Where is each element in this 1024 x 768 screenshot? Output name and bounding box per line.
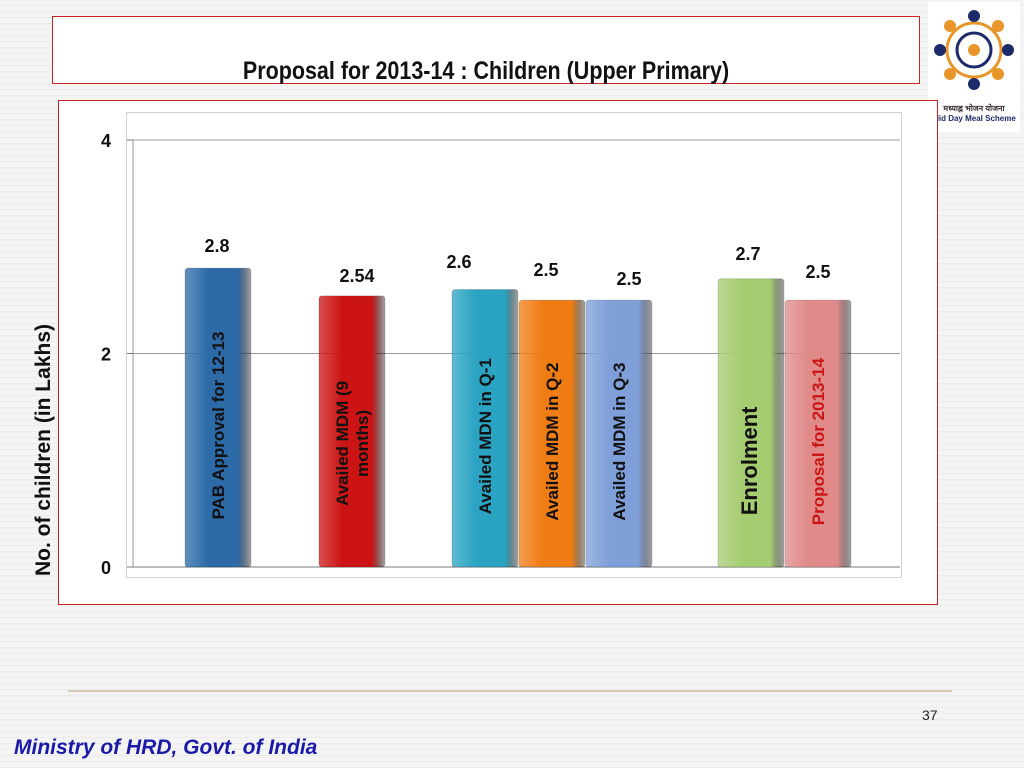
data-label-3: 2.5 <box>533 260 558 280</box>
mdm-logo: मध्याह्न भोजन योजना Mid Day Meal Scheme <box>928 2 1020 132</box>
y-tick-label: 0 <box>101 558 111 578</box>
category-label-2: Availed MDN in Q-1 <box>476 358 495 514</box>
category-label-5: Enrolment <box>737 406 762 515</box>
bar-1 <box>318 295 386 568</box>
y-tick-label: 4 <box>101 131 111 151</box>
bars <box>184 267 852 568</box>
category-label-4: Availed MDM in Q-3 <box>610 363 629 521</box>
footer-text: Ministry of HRD, Govt. of India <box>14 736 318 759</box>
data-label-4: 2.5 <box>616 269 641 289</box>
data-label-6: 2.5 <box>805 262 830 282</box>
logo-caption-english: Mid Day Meal Scheme <box>932 114 1016 123</box>
category-label-3: Availed MDM in Q-2 <box>543 363 562 521</box>
category-label-0: PAB Approval for 12-13 <box>209 332 228 520</box>
title-box: Proposal for 2013-14 : Children (Upper P… <box>52 16 920 85</box>
slide-title: Proposal for 2013-14 : Children (Upper P… <box>242 57 730 85</box>
y-tick-label: 2 <box>101 345 111 365</box>
y-axis-label: No. of children (in Lakhs) <box>32 324 55 577</box>
bar-3 <box>518 299 586 568</box>
svg-text:months): months) <box>353 410 372 477</box>
y-axis-ticks: 0 2 4 <box>101 131 133 578</box>
data-label-0: 2.8 <box>204 236 229 256</box>
footer-divider <box>68 690 952 692</box>
bar-4 <box>585 299 653 568</box>
logo-caption-hindi: मध्याह्न भोजन योजना <box>943 104 1005 113</box>
category-label-6: Proposal for 2013-14 <box>809 357 828 525</box>
data-labels: 2.8 PAB Approval for 12-13 2.54 Availed MDM… <box>204 236 830 525</box>
bar-0 <box>184 267 252 568</box>
data-label-2: 2.6 <box>446 252 471 272</box>
bar-6 <box>784 299 852 568</box>
svg-text:Availed MDM (9: Availed MDM (9 <box>333 381 352 506</box>
bar-5 <box>717 278 785 568</box>
data-label-1: 2.54 <box>339 266 374 286</box>
page-number: 37 <box>922 707 938 723</box>
mdm-logo-icon <box>934 10 1014 90</box>
bar-2 <box>451 288 519 568</box>
data-label-5: 2.7 <box>735 244 760 264</box>
category-label-1: Availed MDM (9 months) <box>333 381 372 506</box>
